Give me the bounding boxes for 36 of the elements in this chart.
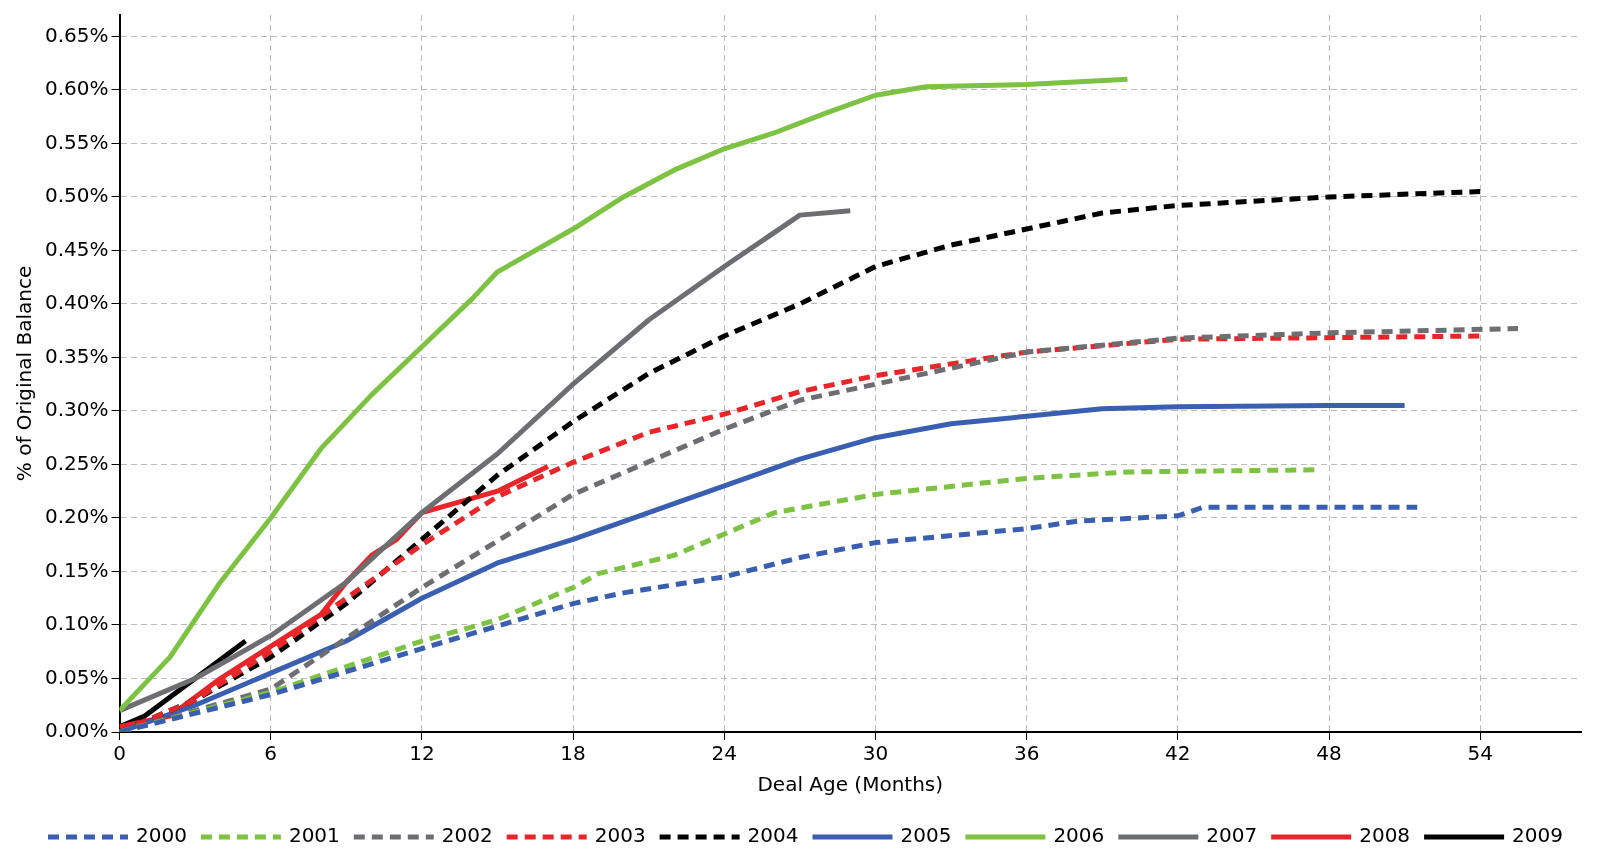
y-tick-label: 0.25% (44, 450, 109, 475)
y-tick-label: 0.65% (44, 22, 109, 47)
legend-label: 2006 (1053, 823, 1105, 848)
x-tick-label: 42 (1165, 741, 1191, 766)
y-tick-label: 0.45% (44, 236, 109, 261)
legend-label: 2009 (1512, 823, 1563, 848)
y-axis-title: % of Original Balance (12, 265, 37, 482)
y-tick-label: 0.05% (44, 664, 109, 689)
x-tick-label: 12 (409, 741, 435, 766)
legend-label: 2004 (747, 823, 799, 848)
legend-label: 2003 (594, 823, 646, 848)
x-tick-label: 54 (1467, 741, 1493, 766)
y-tick-label: 0.35% (44, 343, 109, 368)
x-axis-title: Deal Age (Months) (757, 772, 944, 797)
y-tick-label: 0.20% (44, 504, 109, 529)
legend-label: 2008 (1359, 823, 1411, 848)
x-tick-label: 24 (711, 741, 738, 766)
y-tick-label: 0.00% (44, 718, 109, 743)
y-tick-label: 0.10% (44, 611, 109, 636)
y-tick-label: 0.15% (44, 557, 109, 582)
legend-label: 2002 (441, 823, 493, 848)
y-tick-label: 0.55% (44, 129, 109, 154)
x-tick-label: 0 (113, 741, 126, 766)
x-tick-label: 36 (1013, 741, 1040, 766)
y-tick-label: 0.50% (44, 183, 109, 208)
x-tick-label: 30 (862, 741, 889, 766)
legend-label: 2007 (1206, 823, 1258, 848)
x-tick-label: 18 (560, 741, 586, 766)
legend-label: 2005 (900, 823, 952, 848)
x-tick-label: 6 (264, 741, 278, 766)
y-tick-label: 0.30% (44, 397, 109, 422)
legend-label: 2001 (288, 823, 340, 848)
y-tick-label: 0.60% (44, 76, 109, 101)
x-tick-label: 48 (1316, 741, 1342, 766)
y-tick-label: 0.40% (44, 290, 109, 315)
legend-label: 2000 (136, 823, 187, 848)
